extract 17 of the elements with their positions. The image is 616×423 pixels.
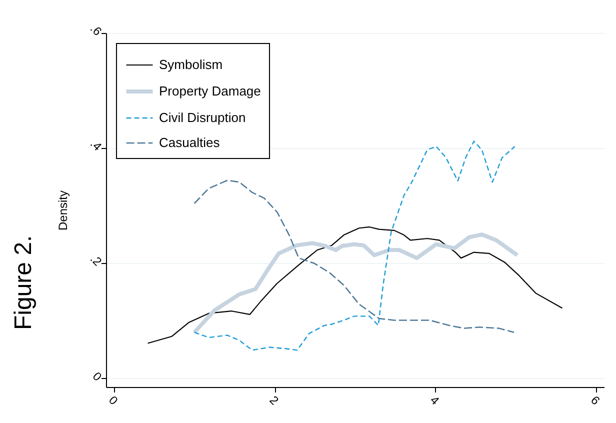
legend-label: Civil Disruption bbox=[159, 110, 246, 125]
y-tick-label: .2 bbox=[87, 252, 105, 269]
y-axis-title: Density bbox=[56, 190, 70, 231]
y-tick-label: 0 bbox=[90, 369, 105, 384]
y-tick-label: .6 bbox=[87, 21, 105, 39]
legend-label: Casualties bbox=[159, 135, 220, 150]
line-series bbox=[194, 180, 515, 333]
x-tick-label: 4 bbox=[427, 393, 442, 408]
line-series bbox=[147, 226, 563, 344]
legend-label: Property Damage bbox=[159, 84, 261, 98]
caption: Figure 2. bbox=[10, 235, 38, 330]
x-tick-label: 0 bbox=[106, 393, 121, 408]
line-series bbox=[192, 232, 520, 334]
legend-label: Symbolism bbox=[159, 57, 223, 72]
x-tick-label: 6 bbox=[588, 393, 603, 408]
x-tick-label: 2 bbox=[266, 393, 282, 408]
y-tick-label: .4 bbox=[87, 136, 105, 154]
